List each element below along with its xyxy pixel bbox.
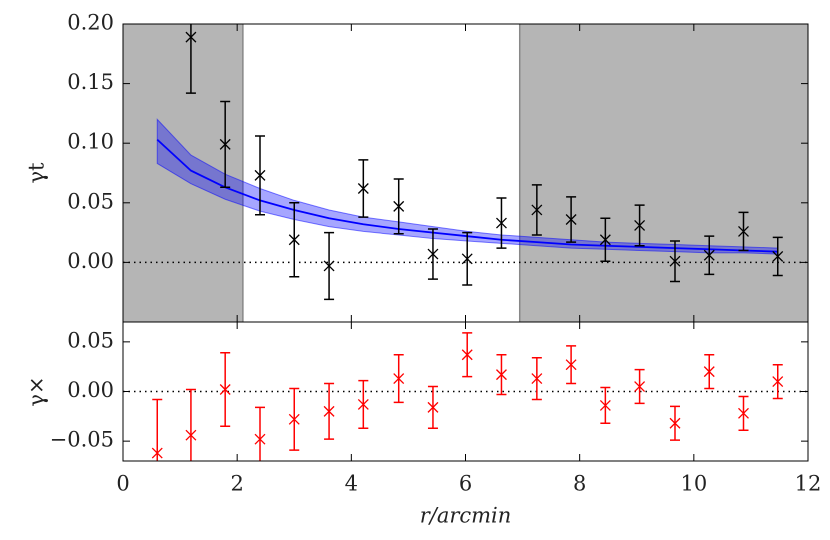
marker <box>599 234 611 246</box>
y-tick-label: 0.15 <box>67 70 114 94</box>
marker <box>185 429 197 441</box>
marker <box>634 219 646 231</box>
marker <box>461 349 473 361</box>
marker <box>254 169 266 181</box>
marker <box>565 214 577 225</box>
y-tick-label: 0.05 <box>67 189 114 213</box>
x-tick-label: 0 <box>116 472 129 496</box>
y-tick-label: 0.00 <box>67 249 114 273</box>
plot-area <box>123 24 808 322</box>
y-tick-label: 0.00 <box>67 378 114 402</box>
marker <box>151 447 163 459</box>
plot-area <box>123 332 808 461</box>
marker <box>393 200 405 212</box>
marker <box>772 376 784 388</box>
marker <box>288 413 300 425</box>
marker <box>461 253 473 265</box>
marker <box>703 249 715 261</box>
marker <box>496 217 507 229</box>
marker <box>738 225 749 237</box>
marker <box>393 373 405 385</box>
marker <box>703 366 715 378</box>
marker <box>323 260 335 272</box>
marker <box>738 407 749 419</box>
y-axis-label: γt <box>25 162 49 184</box>
marker <box>531 373 543 385</box>
masked-region <box>519 24 808 322</box>
x-tick-label: 2 <box>230 472 243 496</box>
x-tick-label: 8 <box>573 472 586 496</box>
marker <box>185 31 197 43</box>
marker <box>219 138 231 150</box>
x-tick-label: 10 <box>680 472 707 496</box>
y-tick-label: −0.05 <box>50 428 114 452</box>
x-tick-label: 4 <box>345 472 358 496</box>
marker <box>323 405 335 417</box>
marker <box>496 369 507 381</box>
x-axis-label: r/arcmin <box>420 504 512 528</box>
x-tick-label: 12 <box>795 472 822 496</box>
y-axis-label: γ× <box>25 376 49 406</box>
marker <box>288 234 300 246</box>
marker <box>669 255 681 267</box>
marker <box>634 381 646 392</box>
marker <box>254 433 266 445</box>
y-tick-label: 0.10 <box>67 130 114 154</box>
marker <box>599 399 611 411</box>
y-tick-label: 0.05 <box>67 328 114 352</box>
marker <box>427 248 439 260</box>
marker <box>357 398 369 410</box>
marker <box>565 359 577 371</box>
marker <box>219 384 231 395</box>
marker <box>772 250 784 262</box>
marker <box>669 417 681 429</box>
marker <box>531 204 543 216</box>
marker <box>427 401 439 413</box>
x-tick-label: 6 <box>459 472 472 496</box>
marker <box>357 183 369 194</box>
y-tick-label: 0.20 <box>67 11 114 35</box>
